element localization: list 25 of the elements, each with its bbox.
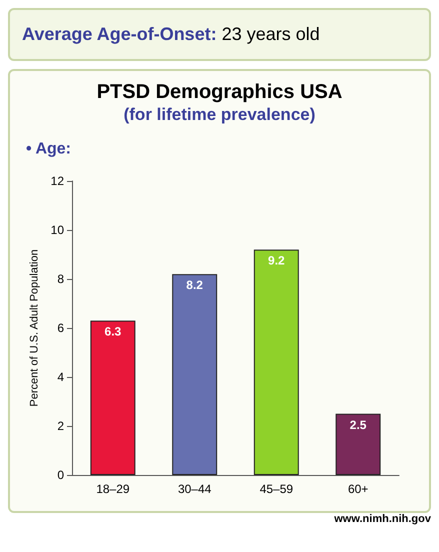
- chart-subtitle: (for lifetime prevalence): [124, 105, 316, 124]
- data-label: 6.3: [104, 324, 122, 339]
- data-label: 2.5: [350, 418, 367, 432]
- data-label: 8.2: [186, 278, 204, 292]
- y-tick-label: 8: [57, 272, 64, 286]
- text: www.nimh.nih.gov: [333, 513, 431, 525]
- bar: [336, 414, 381, 475]
- x-tick-label: 30–44: [178, 482, 212, 496]
- bar: [254, 250, 299, 475]
- data-label: 9.2: [268, 254, 286, 268]
- y-tick-label: 4: [57, 370, 64, 384]
- y-tick-label: 2: [57, 419, 64, 433]
- y-tick-label: 12: [50, 174, 64, 188]
- chart-title: PTSD Demographics USA: [96, 81, 342, 103]
- x-tick-label: 45–59: [260, 482, 294, 496]
- text: Average Age-of-Onset: 23 years old: [22, 24, 320, 44]
- y-tick-label: 0: [57, 468, 64, 482]
- x-tick-label: 60+: [348, 482, 368, 496]
- x-tick-label: 18–29: [96, 482, 130, 496]
- y-tick-label: 10: [50, 223, 64, 237]
- bar: [172, 274, 218, 475]
- y-tick-label: 6: [57, 321, 64, 335]
- y-axis-title: Percent of U.S. Adult Population: [28, 249, 40, 407]
- bar: [90, 320, 136, 475]
- text: • Age:: [26, 140, 72, 158]
